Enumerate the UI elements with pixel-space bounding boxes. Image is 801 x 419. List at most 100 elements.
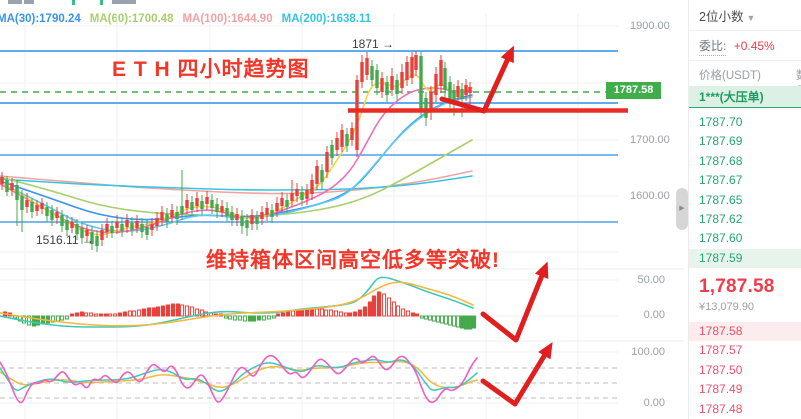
bid-row[interactable]: 1787.57 xyxy=(699,343,743,358)
candle-body xyxy=(285,200,289,207)
candle-body xyxy=(210,200,214,208)
ask-row-highlighted[interactable]: 1787.59 xyxy=(689,248,801,269)
ask-row[interactable]: 1787.68 xyxy=(699,153,743,168)
clipped-toolbar-fragment xyxy=(8,0,22,4)
last-traded-price: 1,787.58 xyxy=(699,276,775,297)
ask-row[interactable]: 1787.67 xyxy=(699,173,743,188)
clipped-toolbar-fragment xyxy=(72,0,75,5)
ratio-value: +0.45% xyxy=(733,39,775,53)
candle-body xyxy=(110,226,114,233)
candle-body xyxy=(85,230,89,236)
candle-body xyxy=(235,214,239,220)
candle-body xyxy=(140,224,144,232)
ask-row[interactable]: 1787.65 xyxy=(699,192,743,207)
candle-body xyxy=(443,68,447,90)
candle-body xyxy=(0,177,4,184)
macd-bar xyxy=(427,315,433,321)
decimals-dropdown[interactable]: 2位小数 ▼ xyxy=(699,6,755,25)
price-axis-1900: 1900.00 xyxy=(630,20,670,32)
macd-bar xyxy=(165,304,171,317)
macd-axis-50: 50.00 xyxy=(637,274,665,286)
macd-bar xyxy=(333,310,339,317)
chart-canvas[interactable] xyxy=(0,0,684,419)
macd-bar xyxy=(299,309,305,317)
decimals-dropdown-label: 2位小数 xyxy=(699,10,744,24)
candle-body xyxy=(40,203,44,209)
candle-body xyxy=(15,185,19,200)
macd-bar xyxy=(400,308,406,317)
macd-bar xyxy=(323,309,329,317)
ask-row[interactable]: 1787.60 xyxy=(699,231,743,246)
candle-body xyxy=(130,223,134,230)
candle-body xyxy=(320,170,324,182)
candle-body xyxy=(335,138,339,150)
bid-row[interactable]: 1787.49 xyxy=(699,382,743,397)
candle-body xyxy=(100,230,104,240)
candle-body xyxy=(250,215,254,224)
ask-row[interactable]: 1787.69 xyxy=(699,134,743,149)
candle-body xyxy=(25,200,29,207)
macd-bar xyxy=(151,307,157,317)
candle-body xyxy=(240,216,244,226)
candle-body xyxy=(380,78,384,92)
macd-bar xyxy=(338,311,344,317)
macd-bar xyxy=(247,315,253,322)
candle-body xyxy=(60,215,64,226)
macd-bar xyxy=(410,312,416,317)
drawn-arrow xyxy=(480,265,548,343)
panel-scroll-handle[interactable]: ▶ xyxy=(676,188,688,230)
macd-bar xyxy=(107,313,113,317)
ma-line-MA200 xyxy=(0,175,473,191)
macd-bar xyxy=(59,315,65,321)
macd-bar xyxy=(451,315,457,327)
current-price-badge: 1787.58 xyxy=(606,82,661,99)
macd-bar xyxy=(395,305,401,317)
candle-body xyxy=(75,224,79,234)
candle-body xyxy=(375,70,379,88)
bid-row[interactable]: 1787.48 xyxy=(699,401,743,416)
macd-bar xyxy=(127,310,133,317)
macd-bar xyxy=(414,313,420,317)
ask-row[interactable]: 1787.70 xyxy=(699,115,743,129)
macd-bar xyxy=(50,315,56,323)
macd-bar xyxy=(131,310,137,317)
macd-bar xyxy=(55,315,61,322)
ask-row[interactable]: 1787.62 xyxy=(699,212,743,226)
bid-row[interactable]: 1787.50 xyxy=(699,362,743,377)
candle-body xyxy=(424,98,428,118)
macd-bar xyxy=(227,315,233,320)
macd-bar xyxy=(155,306,161,317)
macd-bar xyxy=(136,309,142,317)
peak-price-label: 1871 → xyxy=(352,37,395,51)
macd-bar xyxy=(175,303,181,317)
macd-bar xyxy=(21,315,27,324)
drawn-arrowhead xyxy=(500,45,514,64)
candle-body xyxy=(180,206,184,214)
candle-body xyxy=(325,152,329,172)
candle-body xyxy=(245,220,249,228)
macd-bar xyxy=(31,315,37,327)
macd-bar xyxy=(459,315,465,329)
macd-bar xyxy=(467,315,473,330)
macd-bar xyxy=(271,315,277,319)
candle-body xyxy=(270,210,274,217)
clipped-toolbar-fragment xyxy=(112,0,136,4)
candle-body xyxy=(135,221,139,228)
bid-row-highlighted[interactable]: 1787.58 xyxy=(689,322,801,342)
macd-bar xyxy=(83,312,89,317)
macd-bar xyxy=(69,313,75,317)
macd-bar xyxy=(122,311,128,317)
big-order-alert-row[interactable]: 1***(大压单) xyxy=(689,86,801,108)
candle-body xyxy=(275,203,279,211)
candle-body xyxy=(35,205,39,211)
candle-body xyxy=(419,56,423,112)
macd-bar xyxy=(431,315,437,322)
clipped-toolbar-fragment xyxy=(100,0,103,5)
candle-body xyxy=(434,74,438,95)
macd-bar xyxy=(455,315,461,328)
candle-body xyxy=(345,134,349,146)
macd-bar xyxy=(194,308,200,317)
candle-body xyxy=(290,193,294,201)
macd-bar xyxy=(112,313,118,317)
macd-bar xyxy=(266,315,272,320)
